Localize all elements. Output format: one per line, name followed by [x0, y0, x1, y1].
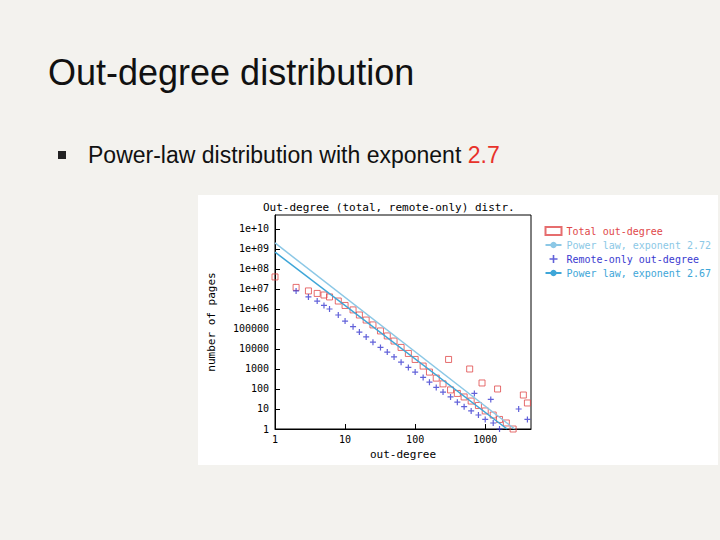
html-text:Power-law distribution with ex: Power-law distribution with exponent 2.7	[88, 142, 500, 168]
html-text:Out-degree distribution: Out-degree distribution	[48, 52, 415, 93]
svg-text:100: 100	[406, 434, 424, 445]
svg-text:1e+07: 1e+07	[239, 283, 269, 294]
svg-text:Remote-only out-degree: Remote-only out-degree	[567, 254, 699, 265]
svg-text:100: 100	[251, 383, 269, 394]
svg-text:number of pages: number of pages	[205, 272, 218, 371]
svg-text:100000: 100000	[233, 323, 269, 334]
svg-text:1: 1	[272, 434, 278, 445]
svg-text:1: 1	[263, 424, 269, 435]
svg-text:10: 10	[257, 403, 269, 414]
svg-text:Out-degree (total, remote-only: Out-degree (total, remote-only) distr.	[263, 201, 515, 214]
svg-text:1e+09: 1e+09	[239, 243, 269, 254]
svg-text:1e+06: 1e+06	[239, 303, 269, 314]
svg-text:1000: 1000	[473, 434, 497, 445]
svg-text:10: 10	[339, 434, 351, 445]
svg-text:Total out-degree: Total out-degree	[567, 226, 663, 237]
svg-text:1000: 1000	[245, 363, 269, 374]
svg-text:1e+10: 1e+10	[239, 223, 269, 234]
svg-text:Power law, exponent 2.67: Power law, exponent 2.67	[567, 268, 712, 279]
svg-text:Power law, exponent 2.72: Power law, exponent 2.72	[567, 240, 712, 251]
svg-text:out-degree: out-degree	[370, 448, 436, 461]
svg-text:1e+08: 1e+08	[239, 263, 269, 274]
svg-text:10000: 10000	[239, 343, 269, 354]
